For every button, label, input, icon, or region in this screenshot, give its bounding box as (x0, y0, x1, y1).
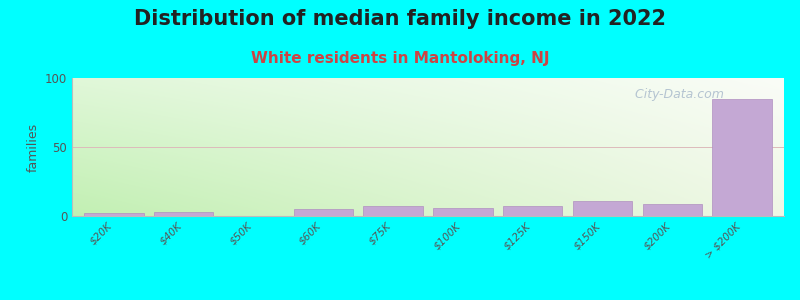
Bar (294, 209, 353, 216)
Text: City-Data.com: City-Data.com (627, 88, 724, 101)
Bar (434, 208, 493, 216)
Bar (573, 201, 632, 216)
Text: Distribution of median family income in 2022: Distribution of median family income in … (134, 9, 666, 29)
Bar (84, 213, 143, 216)
Bar (154, 212, 214, 216)
Bar (713, 99, 772, 216)
Bar (503, 206, 562, 216)
Bar (363, 206, 422, 216)
Text: White residents in Mantoloking, NJ: White residents in Mantoloking, NJ (250, 51, 550, 66)
Y-axis label: families: families (26, 122, 39, 172)
Bar (642, 204, 702, 216)
